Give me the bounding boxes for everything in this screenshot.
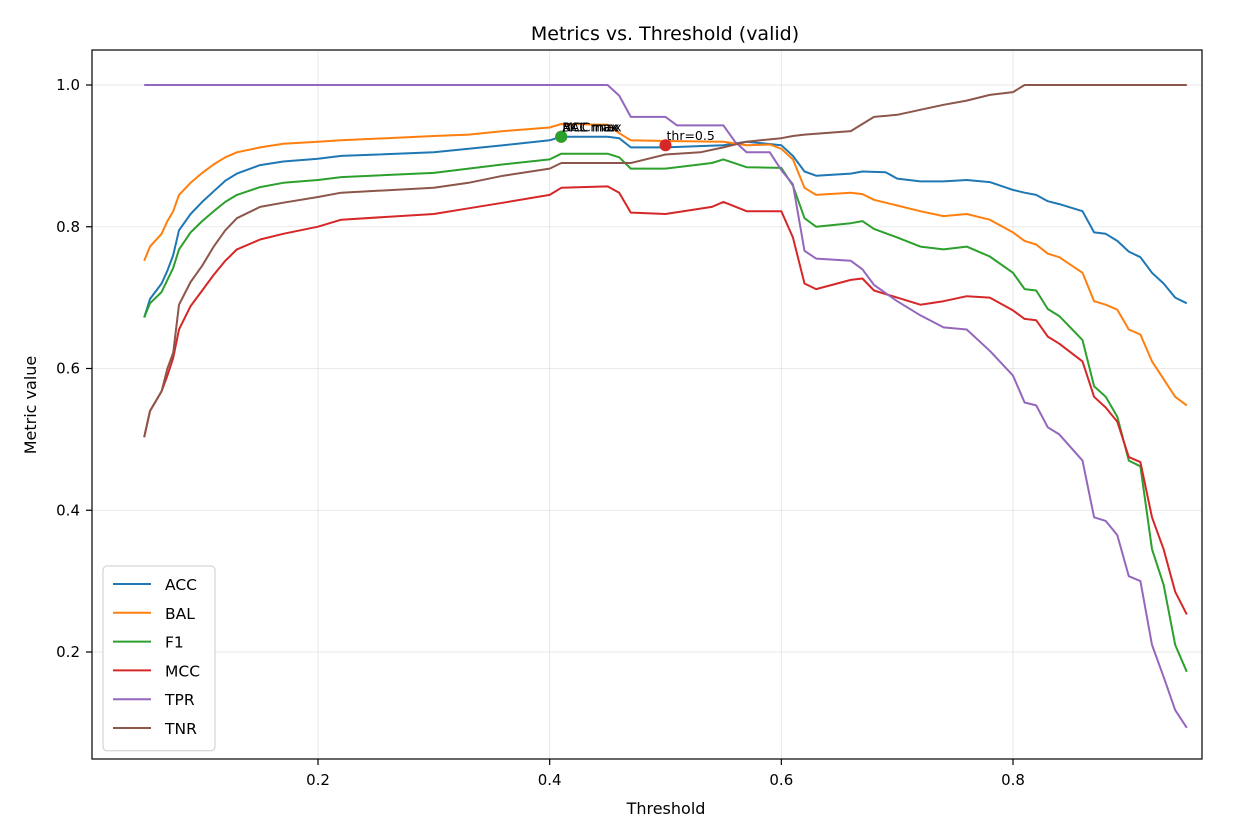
- series-line-tpr: [144, 84, 1188, 729]
- x-tick-label: 0.6: [769, 771, 793, 789]
- y-tick-label: 1.0: [56, 76, 80, 94]
- x-tick-label: 0.8: [1001, 771, 1025, 789]
- legend-label-tpr: TPR: [164, 691, 195, 709]
- axis-ticks: 0.2 0.4 0.6 0.8 0.2 0.4 0.6 0.8 1.0: [56, 76, 1025, 789]
- legend-label-mcc: MCC: [165, 662, 200, 680]
- markers: [555, 130, 672, 152]
- chart-title: Metrics vs. Threshold (valid): [531, 23, 799, 45]
- series-lines: [143, 84, 1188, 729]
- y-axis-label: Metric value: [21, 356, 40, 455]
- series-line-tnr: [143, 84, 1187, 438]
- y-tick-label: 0.6: [56, 360, 80, 378]
- x-tick-label: 0.2: [306, 771, 330, 789]
- y-tick-label: 0.4: [56, 501, 80, 519]
- plot-frame: [91, 49, 1203, 760]
- legend-label-tnr: TNR: [164, 720, 197, 738]
- x-tick-label: 0.4: [538, 771, 562, 789]
- annotation-bal-max: BAL max: [562, 120, 617, 135]
- legend-label-bal: BAL: [165, 605, 195, 623]
- y-tick-label: 0.2: [56, 643, 80, 661]
- mcc-max-marker: [555, 130, 568, 143]
- series-line-bal: [143, 123, 1188, 407]
- legend-box: [102, 565, 216, 752]
- series-line-f1: [143, 152, 1188, 673]
- series-line-mcc: [143, 185, 1188, 615]
- annotation-thr-0-5: thr=0.5: [667, 128, 715, 143]
- legend-label-acc: ACC: [165, 576, 197, 594]
- annotation-acc-max: ACC max: [562, 120, 619, 135]
- thr-0-5-marker: [659, 139, 672, 152]
- y-tick-label: 0.8: [56, 218, 80, 236]
- x-axis-label: Threshold: [626, 799, 706, 818]
- legend: ACC BAL F1 MCC TPR TNR: [102, 565, 216, 752]
- annotation-mcc-max: MCC max: [562, 120, 621, 135]
- series-line-acc: [143, 135, 1188, 318]
- legend-label-f1: F1: [165, 634, 184, 652]
